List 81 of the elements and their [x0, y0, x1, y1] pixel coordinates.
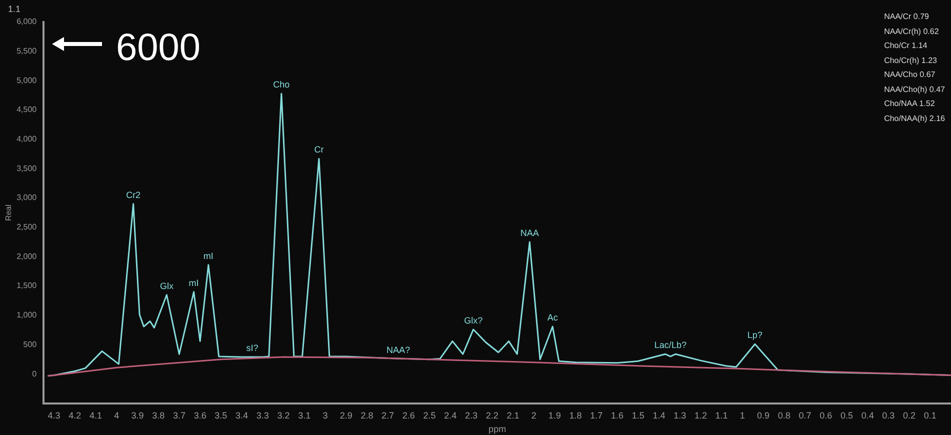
x-tick-label: 1.1	[715, 410, 728, 420]
y-tick-label: 2,000	[16, 252, 38, 261]
x-tick-label: 1.7	[590, 410, 603, 420]
x-tick-label: 4.1	[90, 410, 102, 420]
x-tick-label: 4	[114, 410, 120, 420]
annotation: Glx?	[464, 315, 483, 326]
x-tick-label: 0.6	[820, 410, 832, 420]
x-tick-label: 0.3	[882, 410, 895, 420]
x-axis-title: ppm	[488, 424, 506, 434]
y-tick-label: 1,000	[16, 310, 38, 320]
annotation: sI?	[246, 343, 258, 354]
annotation: Glx	[160, 280, 174, 291]
annotation: mI	[188, 278, 199, 288]
annotation: Lp?	[747, 330, 762, 340]
x-tick-label: 3	[322, 410, 328, 420]
x-tick-label: 1.3	[674, 410, 686, 420]
y-tick-label: 1,500	[16, 281, 38, 290]
y-axis-title: Real	[4, 204, 14, 221]
x-tick-label: 4.2	[68, 410, 82, 420]
x-tick-label: 1.2	[694, 410, 707, 420]
x-tick-label: 2.1	[506, 410, 520, 420]
x-tick-label: 0.2	[903, 410, 916, 420]
x-tick-label: 1	[740, 410, 745, 420]
annotation: NAA/Cr(h) 0.62	[884, 26, 940, 38]
x-tick-label: 3.2	[277, 410, 290, 420]
y-tick-label: 500	[23, 340, 38, 349]
y-tick-label: 0	[32, 369, 38, 378]
x-tick-label: 3.1	[298, 410, 311, 420]
x-tick-label: 2.6	[402, 410, 415, 420]
annotation: Cho/NAA(h) 2.16	[884, 112, 945, 125]
x-tick-label: 1.6	[610, 410, 624, 420]
annotation: Cho/Cr 1.14	[884, 40, 928, 52]
annotation: NAA/Cho(h) 0.47	[884, 84, 945, 96]
y-tick-label: 3,500	[16, 164, 38, 173]
x-tick-label: 3.9	[131, 410, 144, 420]
x-tick-label: 0.7	[798, 410, 812, 420]
y-tick-label: 5,500	[16, 46, 38, 56]
annotation: Cr	[314, 144, 324, 155]
annotation: mI	[203, 250, 214, 261]
x-tick-label: 2.2	[486, 410, 498, 420]
y-tick-label: 6,000	[16, 17, 38, 26]
x-tick-label: 0.1	[924, 410, 936, 420]
x-tick-label: 2.5	[423, 410, 436, 420]
annotation: Cho/NAA 1.52	[884, 98, 936, 110]
x-tick-label: 3.6	[194, 410, 206, 420]
annotation: Cho	[273, 80, 290, 90]
x-tick-label: 0.4	[861, 410, 874, 420]
x-tick-label: 3.5	[214, 410, 228, 420]
x-tick-label: 0.9	[757, 410, 770, 420]
x-tick-label: 1.4	[652, 410, 666, 420]
y-tick-label: 3,000	[16, 193, 38, 202]
x-tick-label: 3.8	[152, 410, 165, 420]
x-tick-label: 2.8	[360, 410, 374, 420]
x-tick-label: 3.7	[172, 410, 186, 420]
annotation: NAA	[520, 228, 539, 238]
annotation: Cr2	[126, 190, 141, 200]
x-tick-label: 3.3	[256, 410, 269, 420]
y-tick-label: 2,500	[16, 222, 38, 232]
annotation: NAA?	[386, 344, 410, 355]
x-tick-label: 2.7	[382, 410, 394, 420]
annotation: Lac/Lb?	[654, 340, 686, 350]
y-tick-label: 5,000	[16, 76, 38, 85]
x-tick-label: 3.4	[236, 410, 248, 420]
y-tick-label: 4,000	[16, 134, 38, 144]
x-tick-label: 1.8	[569, 410, 582, 420]
x-tick-label: 1.9	[548, 410, 561, 420]
annotation: NAA/Cho 0.67	[884, 69, 936, 81]
text: 1.1	[8, 4, 21, 14]
x-tick-label: 2.3	[464, 410, 478, 420]
x-tick-label: 4.3	[48, 410, 60, 420]
annotation: Ac	[547, 312, 558, 323]
x-tick-label: 0.5	[840, 410, 853, 420]
annotation: Cho/Cr(h) 1.23	[884, 54, 938, 67]
y-tick-label: 4,500	[16, 105, 38, 114]
x-tick-label: 2.4	[444, 410, 457, 420]
annotation: 6000	[116, 26, 201, 70]
annotation: NAA/Cr 0.79	[884, 11, 930, 23]
x-tick-label: 0.8	[778, 410, 790, 420]
x-tick-label: 2	[531, 410, 536, 420]
x-tick-label: 2.9	[340, 410, 352, 420]
x-tick-label: 1.5	[632, 410, 644, 420]
